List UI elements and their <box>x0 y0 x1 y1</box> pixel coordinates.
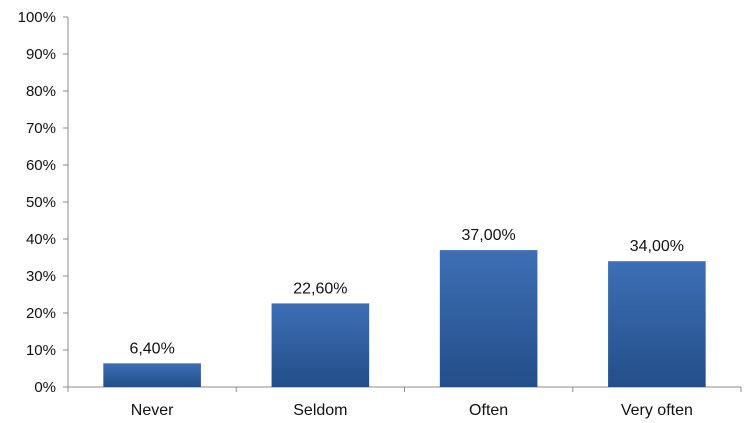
data-labels: 6,40% 22,60% 37,00% 34,00% <box>129 227 684 357</box>
data-label: 34,00% <box>630 238 684 255</box>
x-axis: Never Seldom Often Very often <box>67 386 742 419</box>
y-tick-label: 90% <box>26 46 56 63</box>
bar-seldom <box>271 303 370 387</box>
y-tick-label: 70% <box>26 120 56 137</box>
y-tick-label: 20% <box>26 305 56 322</box>
data-label: 37,00% <box>461 227 515 244</box>
bar-often <box>439 250 538 387</box>
y-tick-label: 10% <box>26 342 56 359</box>
y-tick-label: 100% <box>18 9 56 26</box>
y-tick-label: 60% <box>26 157 56 174</box>
data-label: 22,60% <box>293 280 347 297</box>
y-tick-label: 50% <box>26 194 56 211</box>
x-tick-label: Often <box>469 402 508 419</box>
x-tick-label: Seldom <box>293 402 347 419</box>
data-label: 6,40% <box>129 340 174 357</box>
y-tick-label: 80% <box>26 83 56 100</box>
bar-very-often <box>608 261 706 387</box>
x-tick-label: Very often <box>621 402 693 419</box>
y-axis: 0% 10% 20% 30% 40% 50% 60% 70% 80% 90% 100% <box>18 9 69 396</box>
x-tick-label: Never <box>131 402 174 419</box>
y-tick-label: 0% <box>34 379 56 396</box>
bars <box>103 250 706 387</box>
bar-never <box>103 363 201 387</box>
y-tick-label: 40% <box>26 231 56 248</box>
y-tick-label: 30% <box>26 268 56 285</box>
